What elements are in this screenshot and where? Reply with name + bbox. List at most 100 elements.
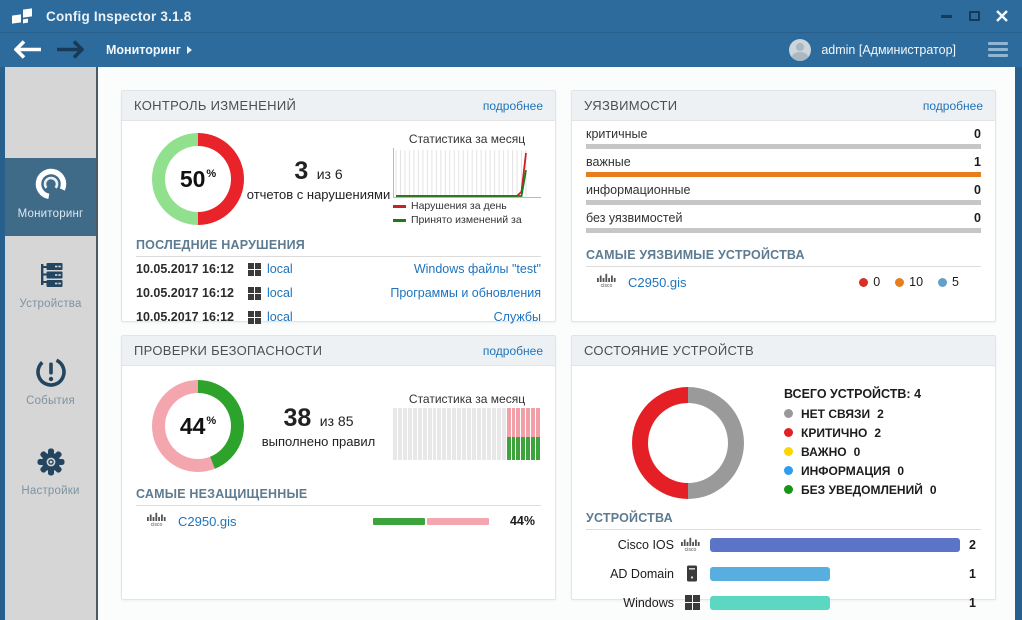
critical-dot-icon — [859, 277, 869, 287]
violation-row: 10.05.2017 16:12 local Службы — [136, 305, 541, 329]
chart-title: Статистика за месяц — [408, 392, 526, 406]
windows-icon — [248, 286, 261, 300]
section-last-violations: ПОСЛЕДНИЕ НАРУШЕНИЯ — [136, 231, 541, 257]
section-least-protected: САМЫЕ НЕЗАЩИЩЕННЫЕ — [136, 480, 541, 506]
vuln-row-informational: информационные 0 — [586, 183, 981, 205]
close-button[interactable] — [994, 8, 1010, 24]
device-link[interactable]: C2950.gis — [178, 513, 237, 529]
host-link[interactable]: local — [267, 262, 293, 276]
app-logo-icon — [12, 7, 32, 25]
host-link[interactable]: local — [267, 310, 293, 324]
section-most-vulnerable: САМЫЕ УЯЗВИМЫЕ УСТРОЙСТВА — [586, 241, 981, 267]
chart-title: Статистика за месяц — [408, 132, 526, 146]
total-devices-value: 4 — [914, 387, 922, 401]
cisco-count-bar — [710, 537, 960, 552]
report-link[interactable]: Программы и обновления — [390, 286, 541, 300]
details-link[interactable]: подробнее — [482, 98, 543, 113]
sidebar-item-label: Мониторинг — [17, 208, 84, 220]
panel-title: КОНТРОЛЬ ИЗМЕНЕНИЙ — [134, 98, 297, 113]
device-type-row-ad: AD Domain 1 — [610, 565, 976, 582]
panel-title: СОСТОЯНИЕ УСТРОЙСТВ — [584, 343, 755, 358]
events-icon — [5, 345, 96, 389]
important-dot-icon — [895, 277, 905, 287]
legend-information: ИНФОРМАЦИЯ 0 — [784, 461, 937, 480]
menu-button[interactable] — [988, 42, 1008, 57]
device-type-row-cisco: Cisco IOS cisco 2 — [617, 537, 976, 552]
report-link[interactable]: Службы — [493, 310, 541, 324]
monitoring-icon — [5, 158, 96, 202]
app-title: Config Inspector 3.1.8 — [46, 8, 192, 24]
details-link[interactable]: подробнее — [482, 343, 543, 358]
settings-gear-icon — [5, 435, 96, 479]
host-link[interactable]: local — [267, 286, 293, 300]
security-month-chart: Статистика за месяц — [393, 392, 541, 460]
device-row: cisco C2950.gis 0 10 5 — [586, 267, 981, 297]
vuln-row-important: важные 1 — [586, 155, 981, 177]
blue-dot-icon — [784, 466, 793, 475]
title-bar: Config Inspector 3.1.8 — [0, 0, 1022, 32]
sidebar-item-devices[interactable]: Устройства — [5, 248, 96, 326]
red-dot-icon — [784, 428, 793, 437]
sidebar-item-label: События — [26, 395, 75, 407]
violation-row: 10.05.2017 16:12 local Программы и обнов… — [136, 281, 541, 305]
changes-donut-chart: 50 % — [152, 133, 244, 225]
devices-icon — [5, 248, 96, 292]
sidebar-item-monitoring[interactable]: Мониторинг — [5, 158, 96, 236]
donut-percent-value: 44 — [179, 412, 206, 439]
user-avatar-icon — [789, 38, 812, 61]
nav-bar: Мониторинг admin [Администратор] — [0, 32, 1022, 67]
windows-icon — [248, 310, 261, 324]
legend-important: ВАЖНО 0 — [784, 442, 937, 461]
compliance-percent: 44% — [509, 514, 535, 528]
changes-summary: 3 из 6 отчетов с нарушениями — [246, 156, 391, 202]
green-dot-icon — [784, 485, 793, 494]
violation-date: 10.05.2017 16:12 — [136, 262, 235, 276]
windows-icon — [248, 262, 261, 276]
violation-date: 10.05.2017 16:12 — [136, 310, 235, 324]
windows-count-bar — [710, 595, 830, 610]
status-donut-chart — [632, 387, 744, 499]
user-name[interactable]: admin [Администратор] — [821, 42, 956, 57]
panel-device-status: СОСТОЯНИЕ УСТРОЙСТВ ВСЕГО УСТРОЙСТВ: 4 — [571, 335, 996, 610]
device-row: cisco C2950.gis 44% — [136, 506, 541, 536]
legend-critical: КРИТИЧНО 2 — [784, 423, 937, 442]
forward-button[interactable] — [56, 40, 84, 59]
server-icon — [677, 565, 707, 582]
device-link[interactable]: C2950.gis — [628, 274, 687, 290]
vuln-row-none: без уязвимостей 0 — [586, 211, 981, 233]
vuln-counts: 0 10 5 — [850, 275, 959, 289]
svg-text:cisco: cisco — [151, 522, 163, 527]
sidebar-item-events[interactable]: События — [5, 345, 96, 423]
details-link[interactable]: подробнее — [922, 98, 983, 113]
dashboard: КОНТРОЛЬ ИЗМЕНЕНИЙ подробнее 50 % 3 из 6 — [100, 67, 1015, 620]
window-border-left — [0, 67, 5, 620]
sidebar-item-label: Настройки — [21, 485, 80, 497]
legend-no-connection: НЕТ СВЯЗИ 2 — [784, 404, 937, 423]
security-donut-chart: 44 % — [152, 380, 244, 472]
back-button[interactable] — [14, 40, 42, 59]
donut-percent-value: 50 — [179, 165, 206, 192]
sidebar: Мониторинг Устройства — [5, 67, 98, 620]
gray-dot-icon — [784, 409, 793, 418]
windows-icon — [677, 595, 707, 610]
device-type-row-windows: Windows 1 — [623, 595, 976, 610]
section-devices: УСТРОЙСТВА — [586, 504, 981, 530]
legend-violations: Нарушения за день — [393, 200, 541, 212]
vuln-row-critical: критичные 0 — [586, 127, 981, 149]
panel-vulnerabilities: УЯЗВИМОСТИ подробнее критичные 0 важные 1 … — [571, 90, 996, 322]
violation-row: 10.05.2017 16:12 local Windows файлы "te… — [136, 257, 541, 281]
breadcrumb[interactable]: Мониторинг — [106, 43, 192, 57]
panel-security-checks: ПРОВЕРКИ БЕЗОПАСНОСТИ подробнее 44 % 38 … — [121, 335, 556, 600]
report-link[interactable]: Windows файлы "test" — [413, 262, 541, 276]
svg-text:cisco: cisco — [685, 547, 697, 552]
changes-month-chart: Статистика за месяц Нарушения за день Пр… — [393, 132, 541, 226]
violation-date: 10.05.2017 16:12 — [136, 286, 235, 300]
status-legend: ВСЕГО УСТРОЙСТВ: 4 НЕТ СВЯЗИ 2 КРИТИЧНО 2 — [784, 387, 937, 499]
sidebar-item-settings[interactable]: Настройки — [5, 435, 96, 513]
cisco-icon: cisco — [146, 512, 170, 530]
maximize-button[interactable] — [966, 8, 982, 24]
window-border-right — [1015, 67, 1022, 620]
minimize-button[interactable] — [938, 8, 954, 24]
panel-change-control: КОНТРОЛЬ ИЗМЕНЕНИЙ подробнее 50 % 3 из 6 — [121, 90, 556, 324]
